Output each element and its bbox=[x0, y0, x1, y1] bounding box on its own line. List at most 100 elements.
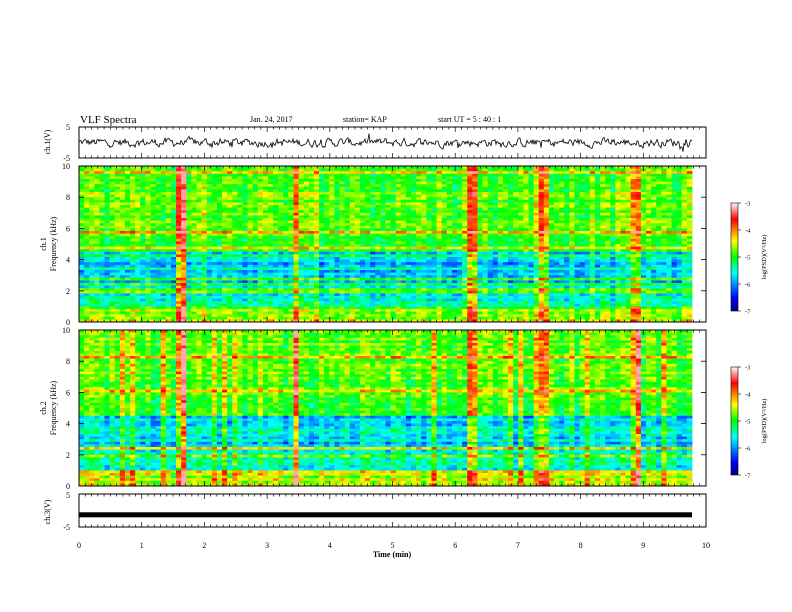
spectrogram-cell bbox=[140, 316, 146, 320]
spectrogram-cell bbox=[232, 293, 238, 297]
spectrogram-cell bbox=[451, 275, 458, 279]
spectrogram-cell bbox=[206, 199, 213, 203]
spectrogram-cell bbox=[119, 215, 126, 219]
spectrogram-cell bbox=[462, 205, 468, 208]
spectrogram-cell bbox=[365, 171, 371, 175]
spectrogram-cell bbox=[497, 309, 504, 312]
spectrogram-cell bbox=[186, 168, 192, 172]
spectrogram-cell bbox=[119, 189, 126, 193]
spectrogram-cell bbox=[237, 225, 243, 229]
spectrogram-cell bbox=[390, 316, 397, 320]
spectrogram-cell bbox=[329, 215, 335, 219]
spectrogram-cell bbox=[411, 290, 417, 294]
spectrogram-cell bbox=[380, 215, 386, 219]
spectrogram-cell bbox=[206, 176, 213, 180]
spectrogram-cell bbox=[497, 267, 504, 271]
spectrogram-cell bbox=[124, 210, 131, 214]
spectrogram-cell bbox=[329, 257, 335, 260]
spectrogram-cell bbox=[165, 319, 172, 323]
spectrogram-cell bbox=[421, 251, 427, 255]
spectrogram-cell bbox=[124, 311, 131, 315]
spectrogram-cell bbox=[79, 309, 85, 312]
spectrogram-cell bbox=[329, 179, 335, 182]
spectrogram-cell bbox=[395, 283, 402, 286]
spectrogram-cell bbox=[365, 173, 371, 177]
spectrogram-cell bbox=[145, 257, 151, 260]
spectrogram-cell bbox=[400, 212, 407, 216]
spectrogram-cell bbox=[232, 244, 238, 247]
spectrogram-cell bbox=[344, 189, 351, 193]
spectrogram-cell bbox=[411, 179, 417, 182]
spectrogram-cell bbox=[380, 259, 386, 263]
spectrogram-cell bbox=[334, 270, 340, 273]
spectrogram-cell bbox=[436, 246, 443, 250]
spectrogram-cell bbox=[242, 283, 248, 286]
spectrogram-cell bbox=[416, 309, 422, 312]
spectrogram-cell bbox=[339, 223, 346, 227]
spectrogram-cell bbox=[268, 293, 274, 297]
spectrogram-cell bbox=[359, 212, 366, 216]
spectrogram-cell bbox=[375, 264, 381, 268]
spectrogram-cell bbox=[227, 306, 233, 310]
spectrogram-cell bbox=[109, 225, 116, 229]
spectrogram-cell bbox=[170, 215, 177, 219]
spectrogram-cell bbox=[201, 220, 208, 224]
spectrogram-cell bbox=[477, 186, 483, 190]
spectrogram-cell bbox=[354, 218, 361, 221]
spectrogram-cell bbox=[344, 197, 351, 201]
spectrogram-cell bbox=[227, 171, 233, 175]
spectrogram-cell bbox=[339, 314, 346, 318]
spectrogram-cell bbox=[109, 189, 116, 193]
spectrogram-cell bbox=[119, 316, 126, 320]
spectrogram-cell bbox=[206, 212, 213, 216]
spectrogram-cell bbox=[303, 189, 310, 193]
spectrogram-cell bbox=[319, 296, 325, 299]
spectrogram-cell bbox=[181, 277, 187, 281]
spectrogram-cell bbox=[191, 181, 197, 185]
spectrogram-cell bbox=[344, 202, 351, 206]
spectrogram-cell bbox=[487, 210, 494, 214]
spectrogram-cell bbox=[191, 298, 197, 302]
spectrogram-cell bbox=[124, 223, 131, 227]
spectrogram-cell bbox=[324, 244, 330, 247]
spectrogram-cell bbox=[257, 309, 264, 312]
spectrogram-cell bbox=[135, 309, 141, 312]
spectrogram-cell bbox=[441, 236, 448, 240]
spectrogram-cell bbox=[150, 290, 157, 294]
spectrogram-cell bbox=[426, 272, 432, 276]
spectrogram-cell bbox=[380, 199, 386, 203]
spectrogram-cell bbox=[400, 275, 407, 279]
spectrogram-cell bbox=[380, 218, 386, 221]
spectrogram-cell bbox=[201, 181, 208, 185]
spectrogram-cell bbox=[441, 288, 448, 292]
spectrogram-cell bbox=[395, 202, 402, 206]
spectrogram-cell bbox=[191, 272, 197, 276]
spectrogram-cell bbox=[227, 176, 233, 180]
spectrogram-cell bbox=[114, 194, 121, 198]
spectrogram-cell bbox=[257, 267, 264, 271]
spectrogram-cell bbox=[247, 241, 254, 245]
spectrogram-cell bbox=[457, 168, 463, 172]
spectrogram-cell bbox=[482, 303, 489, 307]
spectrogram-cell bbox=[155, 298, 162, 302]
spectrogram-cell bbox=[155, 319, 162, 323]
spectrogram-cell bbox=[467, 184, 473, 188]
spectrogram-cell bbox=[293, 293, 300, 297]
spectrogram-cell bbox=[411, 288, 417, 292]
spectrogram-cell bbox=[268, 205, 274, 208]
spectrogram-cell bbox=[288, 184, 294, 188]
spectrogram-cell bbox=[441, 210, 448, 214]
spectrogram-cell bbox=[283, 262, 289, 266]
spectrogram-cell bbox=[339, 220, 346, 224]
spectrogram-cell bbox=[160, 288, 167, 292]
spectrogram-cell bbox=[405, 275, 412, 279]
spectrogram-cell bbox=[196, 181, 202, 185]
spectrogram-cell bbox=[145, 311, 151, 315]
spectrogram-cell bbox=[124, 241, 131, 245]
spectrogram-cell bbox=[135, 210, 141, 214]
spectrogram-cell bbox=[119, 264, 126, 268]
spectrogram-cell bbox=[472, 189, 478, 193]
spectrogram-cell bbox=[170, 244, 177, 247]
spectrogram-cell bbox=[370, 251, 376, 255]
spectrogram-cell bbox=[441, 215, 448, 219]
